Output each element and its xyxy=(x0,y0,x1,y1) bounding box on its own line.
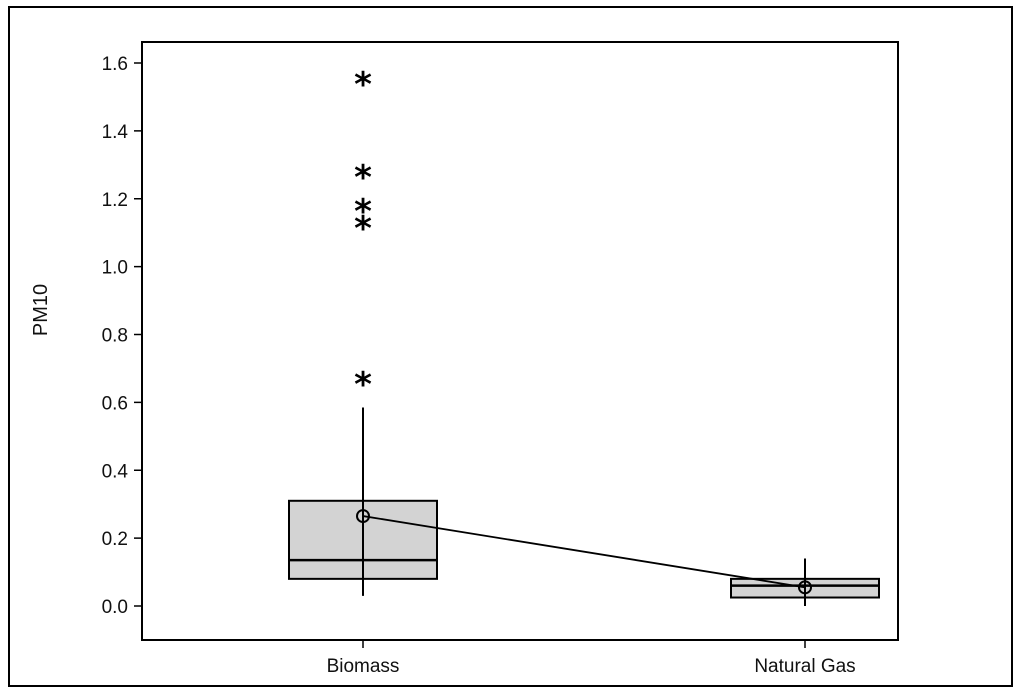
outlier-point: * xyxy=(354,192,372,232)
plot-area xyxy=(141,41,899,641)
y-tick-label: 0.4 xyxy=(102,461,129,482)
mean-marker xyxy=(356,509,370,524)
y-tick-label: 1.6 xyxy=(102,54,128,75)
x-tick-label: Biomass xyxy=(327,656,400,677)
y-tick-label: 1.4 xyxy=(102,122,129,143)
y-tick-label: 0.0 xyxy=(102,597,128,618)
outlier-point: * xyxy=(354,365,372,405)
y-tick-label: 0.6 xyxy=(102,393,128,414)
outlier-point: * xyxy=(354,158,372,198)
y-tick-label: 1.2 xyxy=(102,190,128,211)
chart-frame xyxy=(8,6,1013,687)
x-tick-label: Natural Gas xyxy=(754,656,855,677)
mean-connect-line xyxy=(362,515,806,589)
outlier-point: * xyxy=(354,209,372,249)
y-axis-label: PM10 xyxy=(30,284,52,336)
y-tick-label: 0.8 xyxy=(102,326,128,347)
y-tick-label: 1.0 xyxy=(102,258,128,279)
mean-marker xyxy=(798,580,812,595)
y-tick-label: 0.2 xyxy=(102,529,128,550)
outlier-point: * xyxy=(354,65,372,105)
